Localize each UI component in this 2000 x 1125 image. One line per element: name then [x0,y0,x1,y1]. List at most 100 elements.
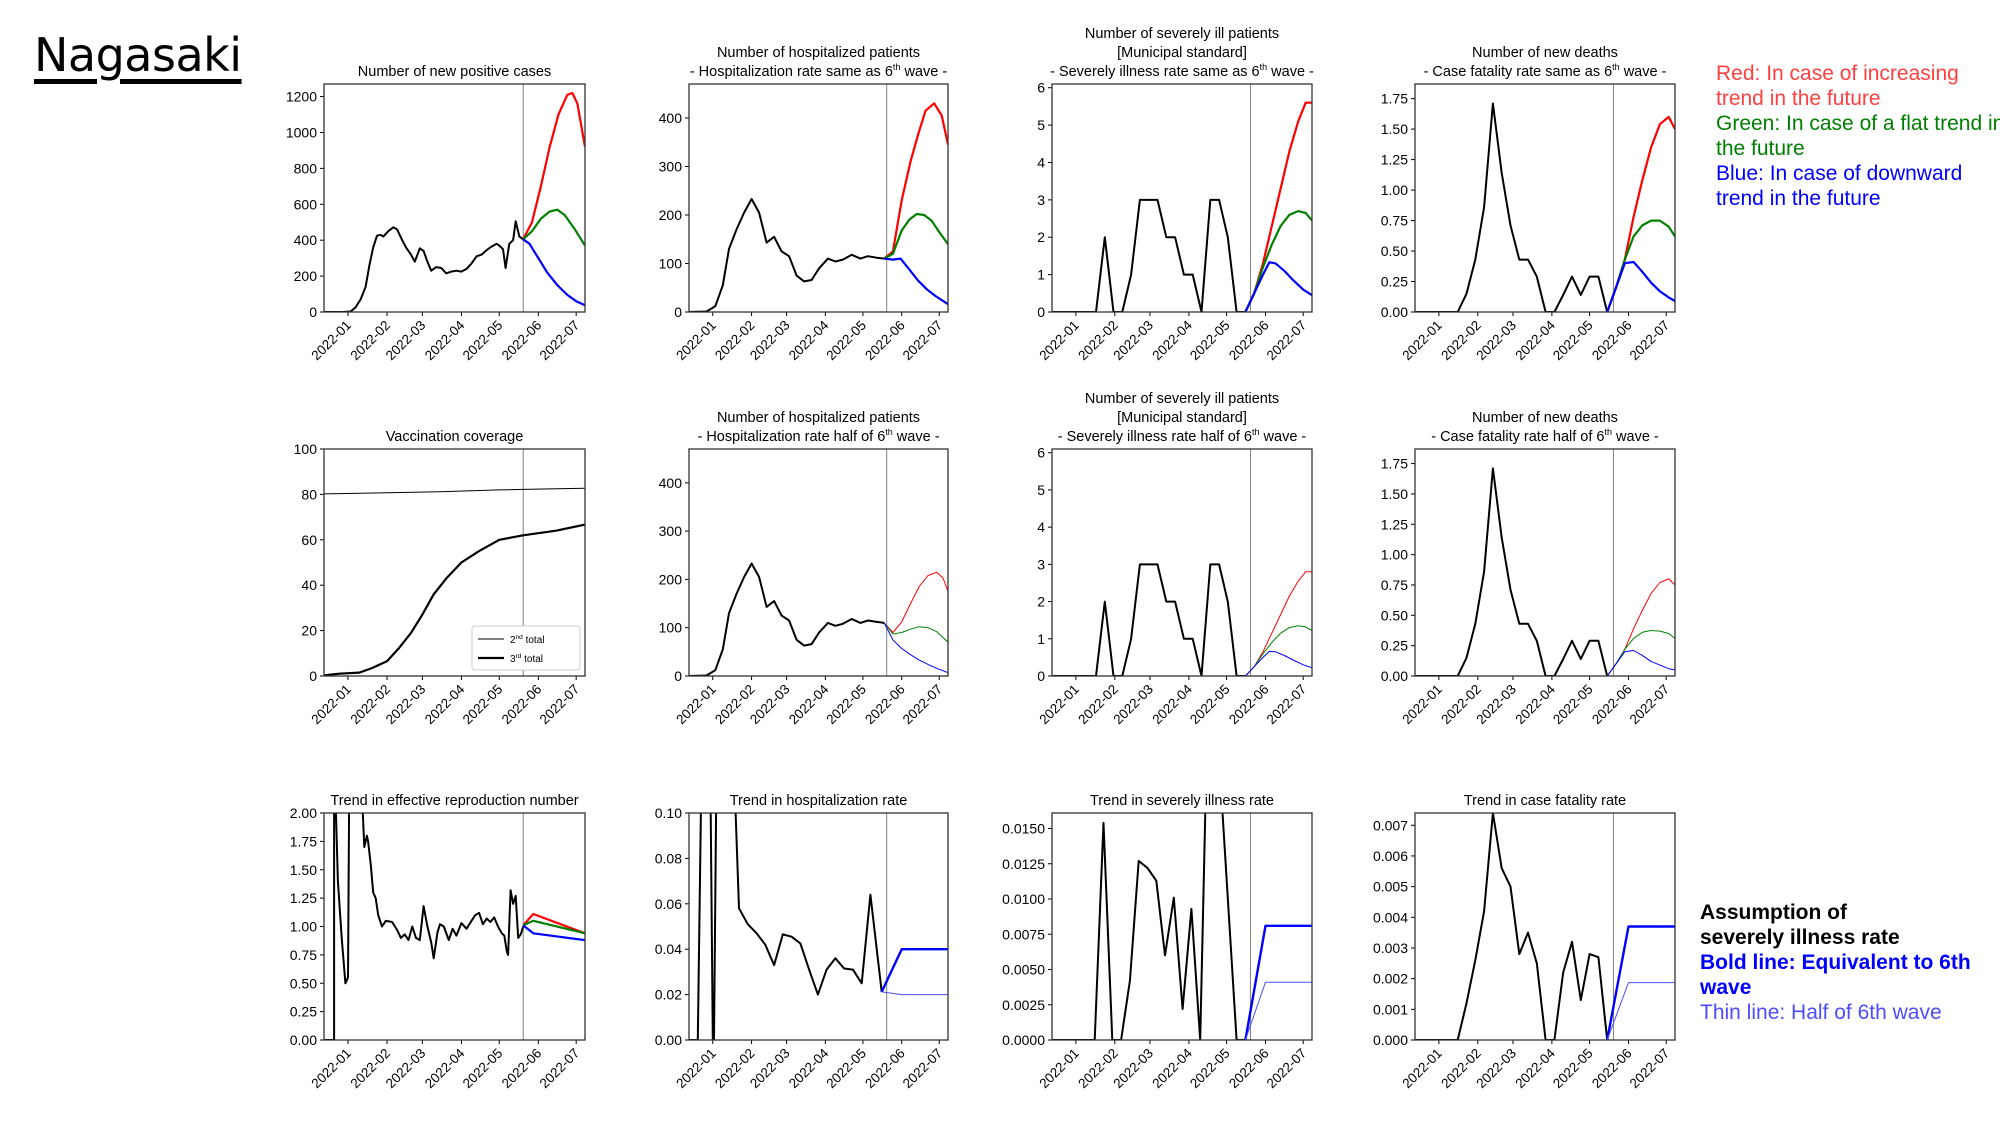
y-tick-label: 0 [1037,304,1045,320]
axes-frame [688,448,949,677]
series-line-observed [689,813,883,1040]
y-tick-label: 0.0100 [1002,891,1045,907]
axes-frame [1414,812,1676,1041]
axes-frame [1414,83,1676,313]
x-tick-label: 2022-06 [499,318,545,364]
series-line-flat [1606,219,1675,312]
y-tick-label: 4 [1037,154,1045,170]
x-tick-label: 2022-04 [1149,317,1195,363]
x-tick-label: 2022-04 [1512,681,1558,727]
x-tick-label: 2022-07 [1264,682,1310,728]
x-tick-label: 2022-03 [383,318,429,364]
x-tick-label: 2022-04 [1512,317,1558,363]
series-line-increasing [883,102,948,260]
y-tick-label: 1.00 [290,919,317,935]
series-line-bold-6th-wave [880,948,948,993]
legend-flat: Green: In case of a flat trend in the fu… [1716,112,2000,160]
x-tick-label: 2022-01 [673,682,719,728]
chart-case-fatality-rate: Trend in case fatality rate 0.000 0.001 0.0… [1373,793,1676,1092]
x-tick-label: 2022-05 [823,318,869,364]
x-tick-label: 2022-06 [1589,682,1635,728]
y-tick-label: 300 [659,158,683,174]
axes-frame [1051,448,1313,677]
series-line-flat [1245,625,1312,676]
y-tick-label: 6 [1037,445,1045,461]
x-tick-label: 2022-07 [1627,682,1673,728]
y-tick-label: 800 [294,160,318,176]
chart-title: Trend in effective reproduction number [330,793,578,809]
series-line-flat [1606,630,1675,676]
x-tick-label: 2022-06 [1226,682,1272,728]
y-tick-label: 1 [1037,267,1045,283]
axes-frame [1051,83,1313,313]
y-tick-label: 0.50 [290,975,317,991]
y-tick-label: 100 [659,255,683,271]
x-tick-label: 2022-07 [900,318,946,364]
chart-severely-ill-same: Number of severely ill patients [Municipa… [1036,26,1314,363]
y-tick-label: 0.007 [1373,817,1408,833]
series-line-downward [883,622,948,674]
chart-title: - Severely illness rate half of 6th wave… [1058,427,1307,445]
series-line-thin-half-6th-wave [1606,982,1675,1040]
x-tick-label: 2022-07 [1627,318,1673,364]
y-tick-label: 6 [1037,80,1045,96]
x-tick-label: 2022-01 [673,1046,719,1092]
y-tick-label: 0.50 [1381,243,1408,259]
x-tick-label: 2022-05 [1187,682,1233,728]
series-line-downward [1606,260,1675,312]
series-line-downward [1245,650,1312,676]
y-tick-label: 0.00 [1381,668,1408,684]
chart-title: Number of severely ill patients [1085,391,1279,407]
x-tick-label: 2022-05 [1550,682,1596,728]
assumption-thin-line: Thin line: Half of 6th wave [1700,1001,1942,1024]
series-line-downward [522,238,585,307]
scenario-legend: Red: In case of increasing trend in the … [1716,61,2000,211]
x-tick-label: 2022-01 [1036,682,1082,728]
series-line-observed [1052,198,1246,312]
chart-new-deaths-half: Number of new deaths- Case fatality rate… [1381,410,1676,728]
y-tick-label: 0.75 [1381,577,1408,593]
axes-frame [688,812,949,1041]
y-tick-label: 1.75 [1381,91,1408,107]
y-tick-label: 40 [301,577,317,593]
chart-title: Number of severely ill patients [1085,26,1279,42]
x-tick-label: 2022-07 [537,682,583,728]
x-tick-label: 2022-06 [862,318,908,364]
x-tick-label: 2022-01 [1399,682,1445,728]
y-tick-label: 2 [1037,229,1045,245]
y-tick-label: 100 [294,441,318,457]
chart-title: Number of hospitalized patients [717,410,920,426]
chart-title: - Case fatality rate same as 6th wave - [1424,62,1667,80]
series-line-observed [1052,813,1246,1040]
y-tick-label: 400 [659,110,683,126]
chart-title: - Severely illness rate same as 6th wave… [1050,62,1314,80]
x-tick-label: 2022-05 [1550,1046,1596,1092]
y-tick-label: 5 [1037,117,1045,133]
x-tick-label: 2022-05 [460,1046,506,1092]
x-tick-label: 2022-04 [422,681,468,727]
y-tick-label: 0.25 [1381,274,1408,290]
page-title: Nagasaki [34,28,242,82]
series-line-bold-6th-wave [1606,925,1675,1040]
y-tick-label: 1.50 [1381,486,1408,502]
x-tick-label: 2022-01 [1036,1046,1082,1092]
series-line-observed [1415,467,1609,676]
series-line-flat [522,208,585,247]
y-tick-label: 0.0150 [1002,821,1045,837]
series-line-thin-half-6th-wave [1244,981,1312,1040]
axes-frame [323,448,586,677]
chart-title: [Municipal standard] [1117,45,1247,61]
series-line-increasing [1245,571,1312,676]
x-tick-label: 2022-07 [537,1046,583,1092]
y-tick-label: 1.50 [1381,121,1408,137]
chart-new-positive-cases: Number of new positive cases 0 200 400 600 80… [286,64,586,364]
series-line-downward [884,257,948,306]
y-tick-label: 200 [659,571,683,587]
y-tick-label: 200 [294,268,318,284]
chart-title: Number of new deaths [1472,45,1618,61]
x-tick-label: 2022-07 [537,318,583,364]
x-tick-label: 2022-04 [786,317,832,363]
y-tick-label: 3 [1037,192,1045,208]
x-tick-label: 2022-03 [383,682,429,728]
